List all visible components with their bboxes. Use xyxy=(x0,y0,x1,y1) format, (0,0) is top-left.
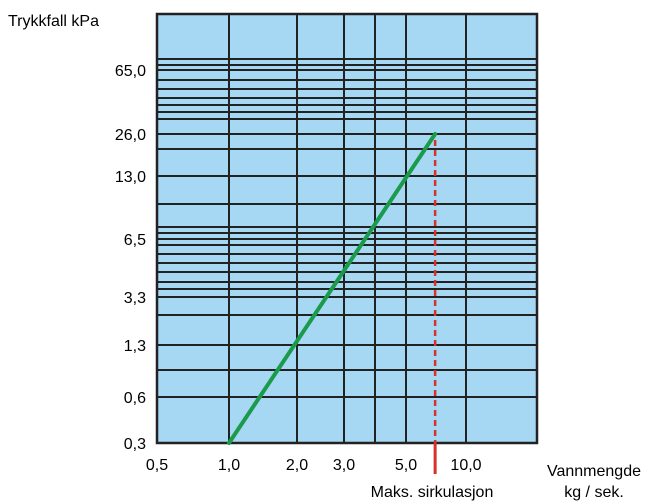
y-axis-label: Trykkfall kPa xyxy=(8,13,99,30)
plot-frame xyxy=(155,12,539,445)
x-axis-label-line2: kg / sek. xyxy=(564,484,624,501)
x-tick-label: 2,0 xyxy=(286,457,308,474)
x-tick-label: 0,5 xyxy=(146,457,168,474)
y-tick-label: 26,0 xyxy=(115,127,146,144)
x-axis-ticks: 0,5 1,0 2,0 3,0 5,0 10,0 xyxy=(146,457,482,474)
y-tick-label: 6,5 xyxy=(124,232,146,249)
y-tick-label: 0,6 xyxy=(124,390,146,407)
annotation-label: Maks. sirkulasjon xyxy=(371,484,494,501)
y-tick-label: 0,3 xyxy=(124,436,146,453)
x-tick-label: 1,0 xyxy=(218,457,240,474)
series xyxy=(227,132,438,445)
series-line xyxy=(227,132,438,445)
y-tick-label: 65,0 xyxy=(115,63,146,80)
y-tick-label: 3,3 xyxy=(124,290,146,307)
y-tick-label: 13,0 xyxy=(115,169,146,186)
y-axis-ticks: 0,3 0,6 1,3 3,3 6,5 13,0 26,0 65,0 xyxy=(115,63,146,453)
plot-background xyxy=(157,14,537,443)
y-tick-label: 1,3 xyxy=(124,338,146,355)
x-tick-label: 3,0 xyxy=(333,457,355,474)
x-tick-label: 5,0 xyxy=(395,457,417,474)
x-tick-label: 10,0 xyxy=(450,457,481,474)
x-axis-label-line1: Vannmengde xyxy=(547,463,641,480)
